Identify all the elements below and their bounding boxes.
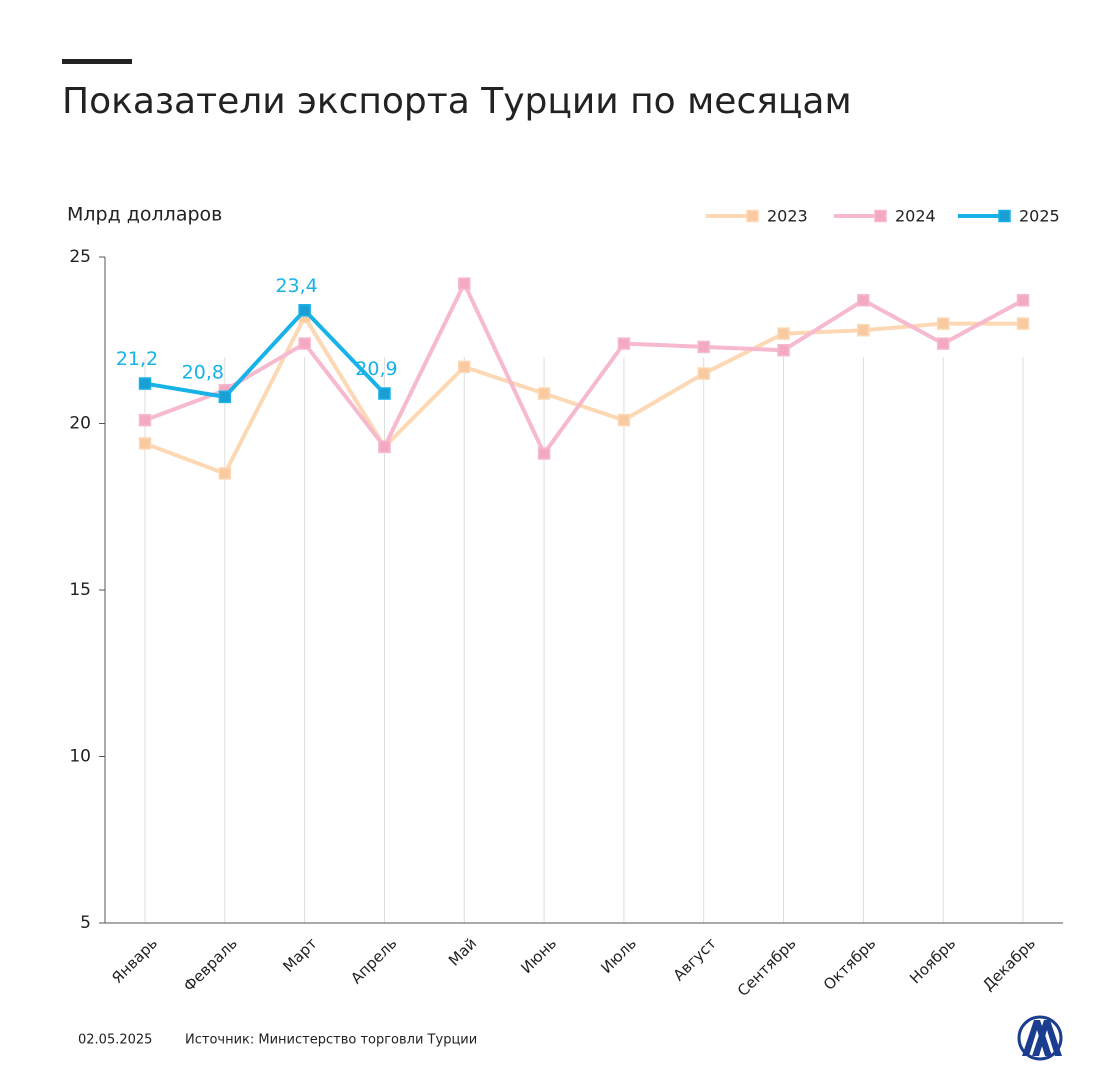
x-tick-label: Июнь [517, 934, 560, 977]
marker [697, 340, 710, 354]
marker [1016, 317, 1030, 330]
logo [1017, 1015, 1063, 1061]
marker [857, 294, 870, 307]
data-label: 20,9 [355, 358, 397, 380]
y-tick-label: 25 [69, 247, 91, 267]
source: Источник: Министерство торговли Турции [185, 1033, 477, 1048]
marker [218, 390, 232, 404]
date: 02.05.2025 [78, 1033, 152, 1048]
y-axis-label: Млрд долларов [67, 204, 222, 226]
series-line [144, 281, 1024, 456]
marker [138, 377, 152, 390]
marker [537, 387, 551, 400]
x-tick-label: Май [445, 934, 480, 969]
y-tick-label: 10 [69, 747, 91, 767]
x-tick-label: Январь [108, 934, 161, 987]
marker [697, 367, 710, 380]
marker [857, 324, 870, 337]
marker [298, 304, 311, 317]
y-tick-label: 15 [69, 580, 91, 600]
data-label: 23,4 [275, 275, 317, 297]
marker [936, 317, 950, 330]
marker [298, 337, 311, 350]
marker [1016, 294, 1030, 307]
y-tick-label: 20 [69, 414, 91, 434]
marker [138, 413, 152, 427]
legend-marker [874, 209, 887, 223]
x-tick-label: Ноябрь [906, 934, 959, 987]
x-tick-label: Декабрь [979, 934, 1039, 994]
x-tick-label: Июль [597, 934, 640, 977]
chart-title: Показатели экспорта Турции по месяцам [62, 81, 852, 122]
marker [936, 337, 950, 350]
x-tick-label: Апрель [347, 934, 400, 987]
data-label: 21,2 [116, 348, 158, 370]
marker [617, 413, 631, 427]
x-tick-label: Март [279, 934, 320, 975]
marker [777, 343, 790, 357]
x-tick-label: Август [670, 934, 720, 984]
marker [777, 327, 790, 340]
legend-marker [998, 209, 1011, 223]
marker [218, 467, 232, 480]
series-line [144, 314, 1023, 476]
series-line [144, 308, 386, 399]
y-tick-label: 5 [80, 913, 91, 933]
legend-marker [746, 209, 759, 223]
legend-label: 2025 [1019, 207, 1060, 226]
x-tick-label: Февраль [180, 934, 241, 995]
marker [138, 437, 152, 450]
marker [458, 360, 471, 374]
title-bar [62, 59, 132, 64]
marker [378, 440, 391, 454]
legend-label: 2024 [895, 207, 936, 226]
x-tick-label: Сентябрь [734, 934, 800, 1000]
marker [458, 277, 471, 290]
legend-label: 2023 [767, 207, 808, 226]
x-tick-label: Октябрь [820, 934, 880, 994]
marker [537, 447, 551, 460]
data-label: 20,8 [182, 361, 224, 383]
marker [617, 337, 631, 350]
marker [378, 387, 391, 400]
